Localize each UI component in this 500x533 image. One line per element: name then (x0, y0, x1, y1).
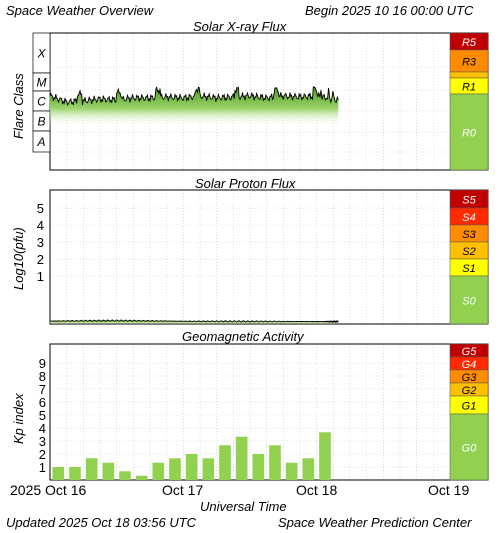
proton-ytick-1: 1 (37, 269, 44, 284)
kp-scale-label-g3: G3 (462, 372, 478, 384)
proton-scale-label-s4: S4 (462, 212, 475, 224)
xray-title: Solar X-ray Flux (193, 19, 287, 34)
kp-ytick-9: 9 (39, 356, 46, 371)
proton-ytick-5: 5 (37, 201, 44, 216)
xaxis-label: Universal Time (200, 499, 287, 514)
kp-bar-11 (235, 436, 248, 480)
proton-scale-s0 (449, 275, 489, 325)
kp-frame (49, 343, 489, 481)
proton-ytick-2: 2 (37, 252, 44, 267)
begin-time: Begin 2025 10 16 00:00 UTC (305, 3, 474, 18)
kp-ytick-3: 3 (39, 434, 46, 449)
kp-scale-label-g5: G5 (462, 346, 478, 358)
proton-ytick-4: 4 (37, 218, 44, 233)
kp-bar-1 (69, 467, 81, 480)
center-name: Space Weather Prediction Center (278, 515, 472, 530)
kp-ytick-4: 4 (39, 421, 46, 436)
xtick-oct19: Oct 19 (428, 482, 470, 498)
xtick-oct17: Oct 17 (162, 482, 204, 498)
kp-bar-13 (269, 445, 281, 480)
kp-bar-14 (285, 462, 298, 480)
class-label-c: C (37, 95, 46, 109)
proton-scale-label-s5: S5 (462, 195, 476, 207)
kp-bar-16 (319, 432, 331, 480)
xray-scale-label-r5: R5 (462, 37, 477, 49)
proton-scale-label-s1: S1 (462, 263, 475, 275)
kp-scale-label-g1: G1 (462, 401, 477, 413)
kp-ytick-5: 5 (39, 408, 46, 423)
xray-scale-label-r3: R3 (462, 57, 477, 69)
class-box-a (32, 130, 51, 153)
proton-scale-label-s2: S2 (462, 246, 475, 258)
class-label-a: A (36, 135, 45, 149)
proton-scale-label-s3: S3 (462, 229, 476, 241)
kp-bar-2 (85, 458, 98, 480)
xray-scale-label-r0: R0 (462, 128, 477, 140)
kp-bar-10 (219, 445, 231, 480)
kp-scale-label-g4: G4 (462, 359, 477, 371)
xray-scale-label-r1: R1 (462, 82, 476, 94)
xtick-oct16: 2025 Oct 16 (10, 482, 87, 498)
xray-flux-line (49, 86, 339, 106)
kp-bar-12 (252, 454, 265, 480)
kp-ytick-1: 1 (39, 460, 46, 475)
kp-bar-15 (302, 458, 315, 480)
kp-bar-9 (202, 458, 215, 480)
class-label-b: B (37, 115, 45, 129)
kp-ytick-6: 6 (39, 395, 46, 410)
kp-bar-6 (152, 462, 165, 480)
kp-scale-label-g2: G2 (462, 385, 477, 397)
proton-ytick-3: 3 (37, 235, 44, 250)
proton-title: Solar Proton Flux (195, 176, 296, 191)
xtick-oct18: Oct 18 (296, 482, 338, 498)
xray-flux-area (50, 86, 339, 126)
xray-scale- (449, 71, 489, 79)
kp-bar-0 (52, 467, 65, 480)
kp-bar-4 (119, 471, 131, 480)
kp-ytick-7: 7 (39, 382, 46, 397)
geomag-title: Geomagnetic Activity (182, 329, 304, 344)
proton-scale-label-s0: S0 (462, 296, 476, 308)
class-label-x: X (36, 47, 46, 61)
kp-bar-3 (102, 462, 115, 480)
updated-time: Updated 2025 Oct 18 03:56 UTC (6, 515, 197, 530)
class-label-m: M (37, 76, 47, 90)
proton-flux-line (49, 319, 339, 324)
kp-bar-5 (135, 475, 148, 480)
kp-bar-8 (185, 454, 198, 480)
kp-bar-7 (169, 458, 181, 480)
page-title: Space Weather Overview (6, 3, 154, 18)
kp-scale-label-g0: G0 (462, 443, 478, 455)
proton-frame (49, 189, 489, 325)
kp-ytick-8: 8 (39, 369, 46, 384)
xray-scale-r0 (449, 93, 489, 171)
kp-scale-g0 (449, 413, 489, 481)
kp-ytick-2: 2 (39, 447, 46, 462)
